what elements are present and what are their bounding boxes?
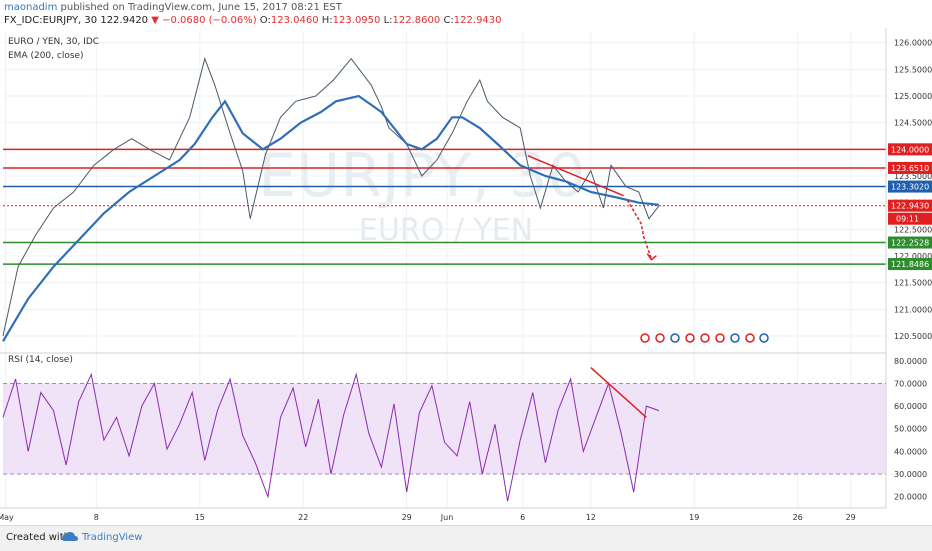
event-icon[interactable] [715, 333, 725, 343]
price-tick-label: 121.5000 [894, 279, 932, 288]
rsi-tick-label: 20.0000 [894, 493, 927, 502]
level-tag-label: 123.3020 [891, 183, 929, 192]
low-label: L: [383, 15, 393, 26]
close-label: C: [443, 15, 454, 26]
level-tag-label: 122.9430 [891, 202, 929, 211]
event-icon[interactable] [655, 333, 665, 343]
price-chart[interactable]: EURJPY, 30 EURO / YEN 126.0000125.500012… [0, 28, 932, 525]
chart-legend: EURO / YEN, 30, IDC EMA (200, close) RSI… [8, 37, 99, 365]
event-icon[interactable] [670, 333, 680, 343]
level-tag-label: 122.2528 [891, 239, 929, 248]
price-tick-label: 126.0000 [894, 39, 932, 48]
rsi-band [3, 383, 886, 475]
level-tag-label: 124.0000 [891, 145, 929, 154]
price-tick-label: 125.0000 [894, 92, 932, 101]
high-label: H: [321, 15, 333, 26]
rsi-legend: RSI (14, close) [8, 355, 73, 365]
price-tick-label: 120.5000 [894, 332, 932, 341]
footer-bar: Created with TradingView [0, 525, 932, 551]
level-tag [888, 258, 932, 271]
price-tick-label: 122.0000 [894, 252, 932, 261]
rsi-trendline [590, 367, 647, 418]
event-icon[interactable] [685, 333, 695, 343]
level-tag [888, 199, 932, 212]
publish-info: maonadim published on TradingView.com, J… [4, 2, 342, 13]
close-value: 122.9430 [453, 15, 502, 26]
time-tick-label: 22 [298, 513, 308, 522]
event-icon[interactable] [759, 333, 769, 343]
event-icon[interactable] [700, 333, 710, 343]
open-label: O: [259, 15, 271, 26]
rsi-tick-label: 80.0000 [894, 357, 927, 366]
time-tick-label: 26 [793, 513, 803, 522]
price-tick-label: 125.5000 [894, 65, 932, 74]
open-value: 123.0460 [270, 15, 319, 26]
high-value: 123.0950 [332, 15, 381, 26]
forecast-arrow-path [626, 199, 653, 259]
tradingview-brand[interactable]: TradingView [82, 532, 143, 543]
trendline [527, 155, 624, 197]
time-tick-label: 29 [402, 513, 412, 522]
event-icon[interactable] [640, 333, 650, 343]
time-tick-label: 6 [520, 513, 525, 522]
level-tag-label: 123.6510 [891, 164, 929, 173]
time-tick-label: 19 [689, 513, 699, 522]
time-axis: May 8 15 22 29 Jun 6 12 19 26 29 [0, 507, 886, 522]
level-tag [888, 180, 932, 193]
level-tag [888, 161, 932, 174]
time-tick-label: May [0, 513, 14, 522]
rsi-series-line [2, 372, 660, 502]
ema-legend: EMA (200, close) [8, 51, 84, 61]
published-text: published on TradingView.com, June 15, 2… [60, 2, 342, 13]
price-tick-label: 123.5000 [894, 172, 932, 181]
event-icon[interactable] [730, 333, 740, 343]
cloud-icon [62, 532, 78, 541]
countdown-tag [888, 212, 932, 225]
price-change: ▼ −0.0680 (−0.06%) [151, 15, 257, 26]
arrow-head [646, 253, 657, 261]
ema-series-line [2, 94, 660, 342]
time-tick-label: 29 [846, 513, 856, 522]
level-tag-label: 121.8486 [891, 260, 929, 269]
price-series-line [2, 57, 660, 337]
price-tick-label: 121.0000 [894, 305, 932, 314]
rsi-pane[interactable]: 80.0000 70.0000 60.0000 50.0000 40.0000 30.00… [2, 357, 927, 502]
rsi-tick-label: 70.0000 [894, 379, 927, 388]
last-price: 122.9420 [100, 15, 149, 26]
created-with-label: Created with [6, 532, 70, 543]
time-tick-label: 12 [586, 513, 596, 522]
rsi-tick-label: 60.0000 [894, 402, 927, 411]
main-title: EURO / YEN, 30, IDC [8, 37, 99, 47]
rsi-tick-label: 30.0000 [894, 470, 927, 479]
time-tick-label: 15 [195, 513, 205, 522]
price-tick-label: 124.5000 [894, 119, 932, 128]
symbol-quote-bar: FX_IDC:EURJPY, 30 122.9420 ▼ −0.0680 (−0… [4, 15, 502, 26]
level-tag [888, 143, 932, 156]
event-icon[interactable] [745, 333, 755, 343]
author-name[interactable]: maonadim [4, 2, 58, 13]
rsi-tick-label: 40.0000 [894, 447, 927, 456]
chart-events[interactable] [640, 333, 769, 343]
symbol-label: FX_IDC:EURJPY, 30 [4, 15, 98, 26]
low-value: 122.8600 [392, 15, 441, 26]
price-tick-label: 122.5000 [894, 225, 932, 234]
rsi-tick-label: 50.0000 [894, 425, 927, 434]
countdown-label: 09:11 [896, 215, 919, 224]
time-tick-label: 8 [94, 513, 99, 522]
time-tick-label: Jun [440, 513, 454, 522]
level-tag [888, 236, 932, 249]
